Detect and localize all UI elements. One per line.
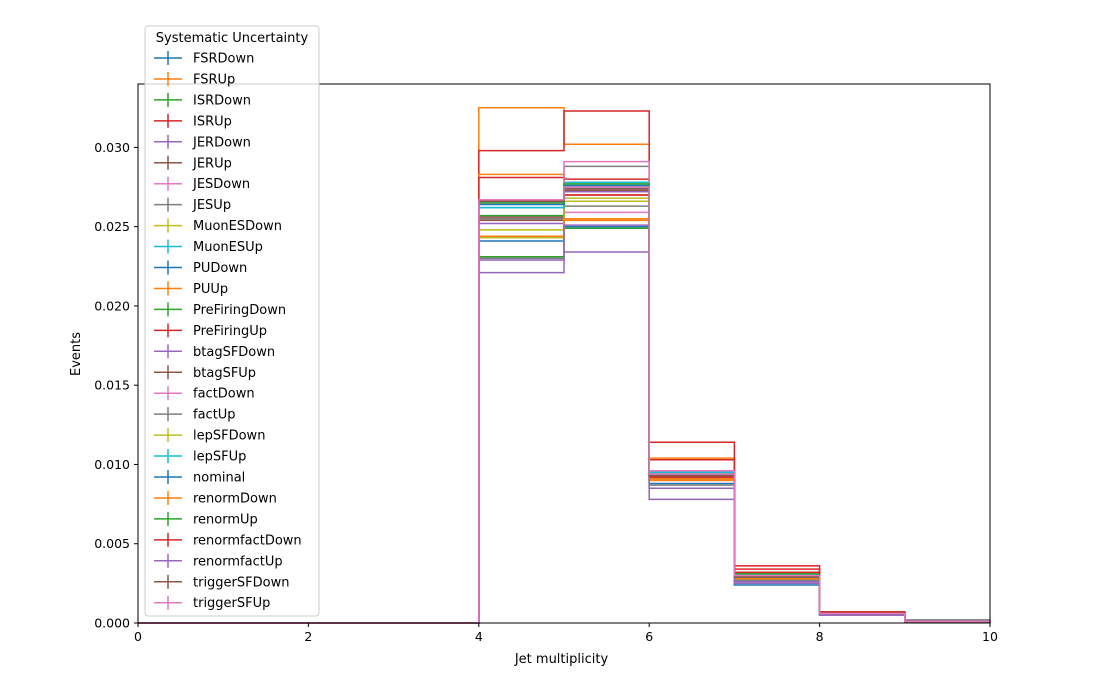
x-axis-label: Jet multiplicity [514, 652, 609, 667]
legend-entry-JERUp: JERUp [154, 155, 232, 171]
legend-entry-MuonESUp: MuonESUp [154, 239, 263, 255]
y-axis: 0.000 0.005 0.010 0.015 0.020 0.025 0.030 [94, 140, 138, 631]
legend-label: renormfactDown [193, 533, 302, 548]
legend-entry-PUDown: PUDown [154, 260, 247, 276]
legend-entry-FSRDown: FSRDown [154, 51, 254, 67]
x-tick-label: 10 [982, 629, 998, 644]
y-tick-label: 0.000 [94, 616, 130, 631]
legend-entry-PreFiringUp: PreFiringUp [154, 323, 267, 339]
legend-label: factUp [193, 408, 236, 423]
legend-label: JERUp [192, 156, 232, 171]
x-tick-label: 0 [134, 629, 142, 644]
legend-label: JESDown [192, 177, 250, 192]
axes-frame [137, 83, 991, 624]
legend-entry-renormfactDown: renormfactDown [154, 532, 302, 548]
legend-entry-FSRUp: FSRUp [154, 71, 235, 87]
legend-title: Systematic Uncertainty [156, 31, 309, 46]
legend-entry-renormfactUp: renormfactUp [154, 553, 283, 569]
legend-label: PreFiringUp [193, 324, 267, 339]
legend-label: nominal [193, 471, 245, 486]
legend-entry-MuonESDown: MuonESDown [154, 218, 282, 234]
legend-label: PreFiringDown [193, 303, 286, 318]
legend-label: renormDown [193, 491, 277, 506]
legend-label: PUDown [193, 261, 247, 276]
legend-label: btagSFDown [193, 345, 275, 360]
y-tick-label: 0.005 [94, 536, 130, 551]
x-tick-label: 2 [304, 629, 312, 644]
legend-entry-lepSFUp: lepSFUp [154, 449, 246, 465]
legend-entry-triggerSFUp: triggerSFUp [154, 595, 270, 611]
legend-entry-btagSFUp: btagSFUp [154, 365, 256, 381]
legend: Systematic Uncertainty FSRDown FSRUp ISRDo… [144, 25, 320, 617]
x-tick-label: 8 [816, 629, 824, 644]
legend-label: renormUp [193, 512, 258, 527]
legend-frame [144, 25, 320, 617]
legend-entry-PreFiringDown: PreFiringDown [154, 302, 286, 318]
y-tick-label: 0.015 [94, 378, 130, 393]
legend-label: lepSFDown [193, 429, 265, 444]
legend-label: ISRUp [193, 114, 232, 129]
legend-label: factDown [193, 387, 255, 402]
legend-entry-factUp: factUp [154, 407, 236, 423]
legend-entry-JERDown: JERDown [154, 134, 251, 150]
legend-entry-ISRDown: ISRDown [154, 92, 251, 108]
legend-entry-nominal: nominal [154, 470, 245, 486]
legend-entry-ISRUp: ISRUp [154, 113, 232, 129]
y-tick-label: 0.020 [94, 298, 130, 313]
legend-label: lepSFUp [193, 450, 246, 465]
legend-entry-renormUp: renormUp [154, 511, 258, 527]
legend-label: PUUp [193, 282, 228, 297]
legend-label: FSRUp [193, 72, 235, 87]
legend-label: btagSFUp [193, 366, 256, 381]
legend-label: renormfactUp [193, 554, 283, 569]
legend-label: JESUp [192, 198, 231, 213]
legend-label: triggerSFDown [193, 575, 289, 590]
plot-area [137, 83, 991, 624]
x-tick-label: 6 [645, 629, 653, 644]
legend-entry-btagSFDown: btagSFDown [154, 344, 275, 360]
y-tick-label: 0.030 [94, 140, 130, 155]
legend-label: triggerSFUp [193, 596, 270, 611]
legend-label: JERDown [192, 135, 251, 150]
legend-entry-triggerSFDown: triggerSFDown [154, 574, 289, 590]
legend-entry-renormDown: renormDown [154, 490, 277, 506]
legend-label: ISRDown [193, 93, 251, 108]
legend-label: MuonESUp [193, 240, 263, 255]
legend-entry-JESUp: JESUp [154, 197, 231, 213]
legend-entry-factDown: factDown [154, 386, 255, 402]
legend-entry-lepSFDown: lepSFDown [154, 428, 265, 444]
legend-entry-JESDown: JESDown [154, 176, 250, 192]
y-tick-label: 0.010 [94, 457, 130, 472]
legend-entry-PUUp: PUUp [154, 281, 228, 297]
y-tick-label: 0.025 [94, 219, 130, 234]
x-axis: 0 2 4 6 8 10 [134, 623, 998, 644]
legend-label: MuonESDown [193, 219, 282, 234]
x-tick-label: 4 [475, 629, 483, 644]
legend-label: FSRDown [193, 52, 254, 67]
y-axis-label: Events [69, 332, 84, 376]
legend-entries: FSRDown FSRUp ISRDown ISRUp JERDown JERUp JESD… [154, 51, 302, 611]
